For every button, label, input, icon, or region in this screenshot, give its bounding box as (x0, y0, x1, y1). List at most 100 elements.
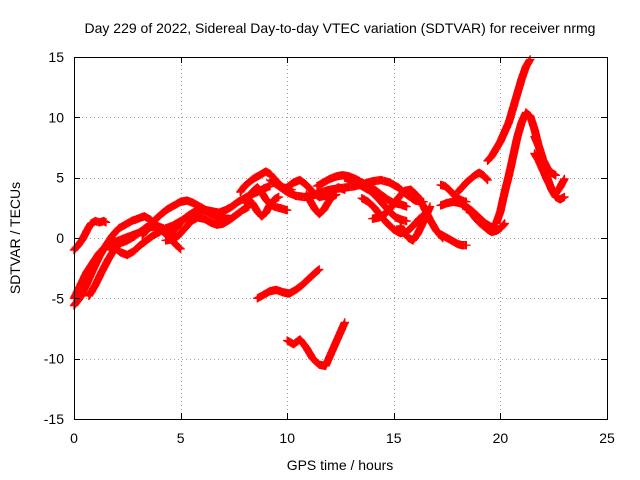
chart-title: Day 229 of 2022, Sidereal Day-to-day VTE… (85, 20, 596, 36)
data-point (401, 219, 404, 221)
data-point (550, 187, 553, 190)
data-point (273, 198, 276, 201)
data-point (499, 227, 502, 230)
data-point (314, 272, 316, 274)
data-point (343, 176, 346, 179)
axis-ticks: 0 5 10 15 20 25 -15 -10 -5 0 5 10 15 (44, 49, 615, 446)
data-point (331, 190, 333, 192)
data-point (533, 128, 536, 131)
data-point (452, 201, 455, 203)
data-point (405, 220, 408, 222)
data-point (512, 106, 514, 109)
data-point (474, 174, 476, 177)
data-point (299, 179, 301, 181)
data-point (164, 227, 167, 230)
series-arc-28 (253, 265, 324, 303)
data-point (132, 235, 135, 238)
data-point (299, 338, 301, 341)
data-point (486, 228, 489, 231)
data-point (461, 186, 463, 189)
data-point (230, 205, 233, 208)
data-point (243, 185, 246, 187)
data-point (380, 193, 382, 196)
data-point (533, 152, 536, 155)
data-point (248, 181, 250, 184)
data-point (516, 135, 519, 138)
data-point (363, 186, 365, 189)
data-point (196, 216, 199, 219)
data-point (175, 244, 178, 247)
data-point (269, 173, 271, 175)
data-point (499, 140, 502, 143)
y-tick-label: 10 (48, 109, 64, 125)
data-point (198, 205, 201, 208)
data-point (533, 135, 536, 138)
data-point (555, 174, 557, 177)
data-point (265, 170, 267, 173)
data-point (318, 363, 320, 366)
data-point (495, 147, 497, 150)
y-tick-label: -10 (44, 351, 64, 367)
data-point (117, 227, 120, 230)
data-point (275, 289, 278, 291)
data-point (478, 221, 480, 224)
data-point (393, 228, 395, 231)
data-point (346, 186, 348, 189)
data-point (390, 205, 393, 208)
data-point (478, 172, 480, 174)
data-point (416, 194, 419, 197)
data-point (439, 233, 442, 236)
data-point (537, 159, 540, 162)
data-point (169, 232, 171, 234)
data-point (371, 217, 374, 220)
data-point (520, 121, 523, 123)
data-point (429, 219, 431, 221)
data-point (126, 239, 129, 242)
data-point (256, 175, 259, 178)
data-point (265, 198, 267, 201)
data-point (228, 219, 231, 221)
data-point (410, 188, 412, 191)
data-point (329, 178, 331, 180)
data-point (529, 115, 532, 117)
data-point (260, 191, 263, 193)
data-point (446, 202, 448, 204)
data-point (422, 205, 425, 208)
data-point (386, 198, 389, 201)
data-point (465, 201, 468, 203)
data-point (537, 145, 540, 148)
data-point (113, 246, 116, 249)
data-point (260, 173, 263, 175)
data-point (130, 220, 133, 222)
data-point (305, 193, 308, 196)
data-point (403, 190, 406, 192)
data-point (311, 191, 314, 193)
data-point (550, 172, 553, 174)
series-arc-10 (244, 192, 283, 221)
data-point (371, 180, 374, 183)
data-point (88, 295, 90, 297)
data-point (79, 284, 82, 286)
data-point (382, 203, 384, 206)
data-point (335, 175, 338, 178)
data-point (100, 270, 103, 273)
data-point (292, 181, 295, 184)
data-point (132, 250, 135, 253)
data-point (314, 208, 316, 210)
grid (74, 57, 607, 419)
series-arc-9 (240, 183, 292, 215)
data-point (439, 204, 442, 207)
series-arc-14 (302, 190, 341, 219)
data-point (324, 365, 327, 367)
data-point (388, 181, 391, 184)
x-tick-label: 0 (70, 430, 78, 446)
series-arc-17 (368, 185, 447, 243)
data-point (350, 179, 352, 181)
data-point (239, 191, 242, 193)
data-point (269, 185, 271, 187)
data-point (186, 199, 188, 202)
data-point (452, 240, 455, 243)
data-point (444, 235, 446, 238)
